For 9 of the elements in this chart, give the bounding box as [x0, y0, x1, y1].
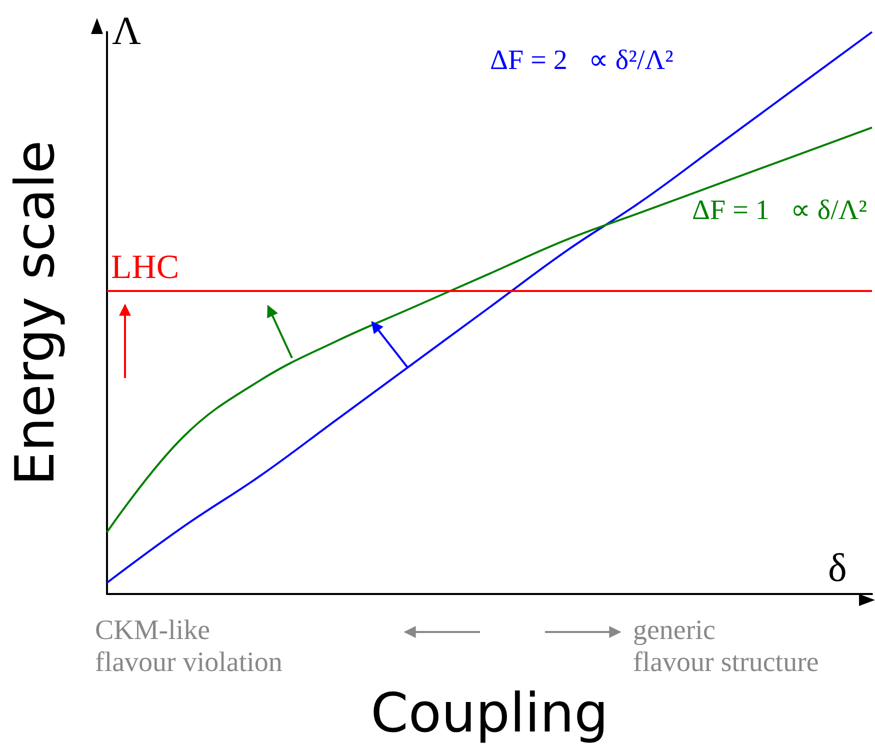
text: ΔF = 2 ∝ δ²/Λ²: [490, 45, 674, 78]
annotation: Λ: [112, 8, 142, 54]
text: CKM-like flavour violation: [95, 615, 282, 680]
ref-line-label: LHC: [111, 249, 179, 286]
y-axis-title: Energy scale: [4, 140, 66, 486]
series-label: ΔF = 1 ∝ δ/Λ²: [692, 195, 868, 228]
annotation: δ: [828, 545, 847, 591]
text: generic flavour structure: [633, 615, 819, 680]
x-axis-title: Coupling: [370, 682, 608, 744]
